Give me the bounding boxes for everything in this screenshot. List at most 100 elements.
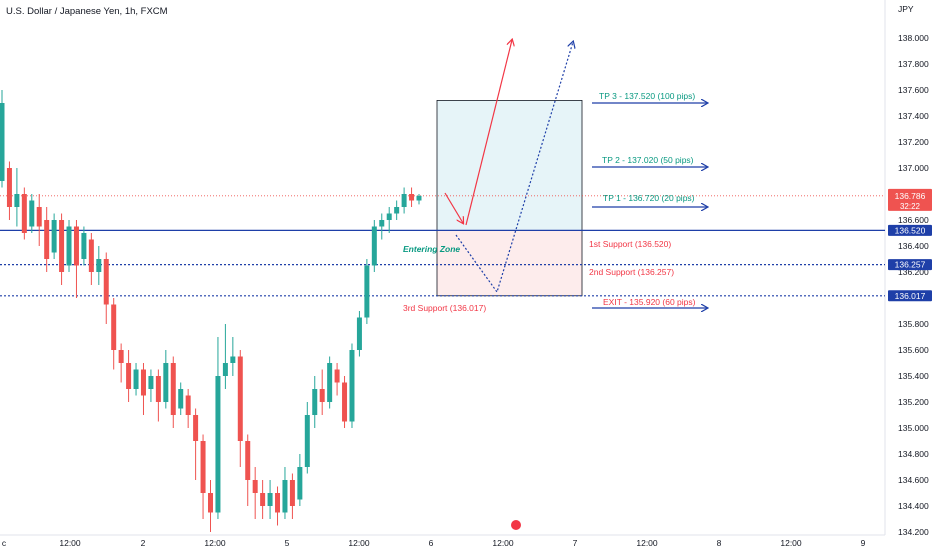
candle-body bbox=[193, 415, 199, 441]
candle-body bbox=[178, 389, 184, 409]
price-tick-label: 137.600 bbox=[898, 85, 929, 95]
time-tick-label: 12:00 bbox=[59, 538, 81, 548]
price-tick-label: 137.400 bbox=[898, 111, 929, 121]
candle-body bbox=[356, 317, 362, 350]
candle-body bbox=[208, 493, 213, 513]
candle-body bbox=[6, 168, 12, 207]
price-tick-label: 135.600 bbox=[898, 345, 929, 355]
candle-body bbox=[111, 304, 117, 350]
candle-body bbox=[0, 103, 5, 181]
candle-body bbox=[51, 220, 57, 253]
candle-body bbox=[44, 220, 50, 259]
alternate-path-arrow bbox=[455, 42, 573, 294]
candle-body bbox=[73, 226, 79, 266]
candle-body bbox=[319, 389, 325, 402]
candle-body bbox=[327, 363, 333, 402]
price-tick-label: 135.000 bbox=[898, 423, 929, 433]
candle-body bbox=[140, 369, 146, 396]
third-support-label: 3rd Support (136.017) bbox=[403, 303, 486, 313]
candle-body bbox=[222, 363, 228, 376]
candle-body bbox=[282, 480, 288, 513]
time-tick-label: 12:00 bbox=[780, 538, 802, 548]
candle-body bbox=[59, 220, 65, 272]
bullish-arrow bbox=[465, 40, 512, 226]
first-support-label: 1st Support (136.520) bbox=[589, 239, 671, 249]
time-tick-label: 12:00 bbox=[348, 538, 370, 548]
price-tick-label: 135.200 bbox=[898, 397, 929, 407]
candle-body bbox=[81, 233, 87, 259]
time-tick-label: 2 bbox=[141, 538, 146, 548]
price-tick-label: 134.800 bbox=[898, 449, 929, 459]
price-tick-label: 134.200 bbox=[898, 527, 929, 537]
candle-body bbox=[36, 207, 42, 227]
time-tick-label: 7 bbox=[573, 538, 578, 548]
candle-body bbox=[66, 226, 72, 266]
candle-body bbox=[237, 356, 243, 441]
countdown-label: 32:22 bbox=[900, 202, 921, 211]
candle-body bbox=[148, 376, 154, 389]
candle-body bbox=[118, 350, 124, 363]
candle-body bbox=[163, 363, 169, 402]
second-support-label: 2nd Support (136.257) bbox=[589, 267, 674, 277]
candle-body bbox=[96, 259, 102, 272]
candle-body bbox=[133, 369, 139, 389]
time-tick-label: 12:00 bbox=[636, 538, 658, 548]
candle-body bbox=[200, 441, 206, 493]
candle-body bbox=[230, 356, 236, 363]
candle-body bbox=[297, 467, 303, 500]
price-label-1: 136.520 bbox=[888, 224, 932, 236]
candle-body bbox=[185, 395, 191, 415]
candle-body bbox=[289, 480, 295, 506]
candle-body bbox=[275, 493, 281, 513]
stop-zone bbox=[436, 229, 583, 297]
price-tick-label: 135.800 bbox=[898, 319, 929, 329]
candle-body bbox=[155, 376, 161, 402]
candle-body bbox=[416, 195, 422, 201]
price-label-2: 136.257 bbox=[888, 259, 932, 271]
candle-body bbox=[349, 350, 355, 422]
candle-body bbox=[215, 376, 221, 513]
price-label-value: 136.786 bbox=[895, 191, 926, 201]
candle-body bbox=[386, 213, 392, 220]
price-tick-label: 137.000 bbox=[898, 163, 929, 173]
candle-body bbox=[401, 194, 407, 207]
time-tick-label: 8 bbox=[717, 538, 722, 548]
price-label-value: 136.520 bbox=[895, 225, 926, 235]
candle-body bbox=[103, 259, 109, 305]
candle-body bbox=[126, 363, 132, 389]
chart-title: U.S. Dollar / Japanese Yen, 1h, FXCM bbox=[6, 6, 168, 17]
event-flag-icon bbox=[511, 520, 521, 530]
tp1-label: TP 1 - 136.720 (20 pips) bbox=[603, 193, 695, 203]
candle-body bbox=[14, 194, 20, 207]
time-tick-label: 12:00 bbox=[492, 538, 514, 548]
entering-zone-label: Entering Zone bbox=[403, 244, 460, 254]
price-label-3: 136.017 bbox=[888, 290, 932, 302]
candle-body bbox=[88, 239, 94, 272]
price-tick-label: 137.800 bbox=[898, 59, 929, 69]
time-tick-label: c bbox=[2, 538, 7, 548]
price-tick-label: 134.600 bbox=[898, 475, 929, 485]
candle-body bbox=[342, 382, 348, 422]
time-tick-label: 5 bbox=[285, 538, 290, 548]
tp2-label: TP 2 - 137.020 (50 pips) bbox=[602, 155, 694, 165]
candle-body bbox=[371, 226, 377, 266]
candle-body bbox=[260, 493, 266, 506]
tp3-label: TP 3 - 137.520 (100 pips) bbox=[599, 91, 695, 101]
candle-body bbox=[252, 480, 258, 493]
target-zone bbox=[436, 100, 583, 231]
entry-arrow bbox=[444, 192, 463, 223]
price-tick-label: 136.200 bbox=[898, 267, 929, 277]
price-label-value: 136.017 bbox=[895, 291, 926, 301]
candle-body bbox=[267, 493, 273, 506]
candle-body bbox=[29, 200, 35, 227]
price-tick-label: 138.000 bbox=[898, 33, 929, 43]
candle-body bbox=[334, 369, 340, 383]
candle-body bbox=[379, 220, 385, 227]
candle-body bbox=[21, 194, 27, 233]
candle-body bbox=[409, 194, 415, 201]
time-tick-label: 12:00 bbox=[204, 538, 226, 548]
price-label-value: 136.257 bbox=[895, 260, 926, 270]
candle-body bbox=[245, 441, 251, 480]
